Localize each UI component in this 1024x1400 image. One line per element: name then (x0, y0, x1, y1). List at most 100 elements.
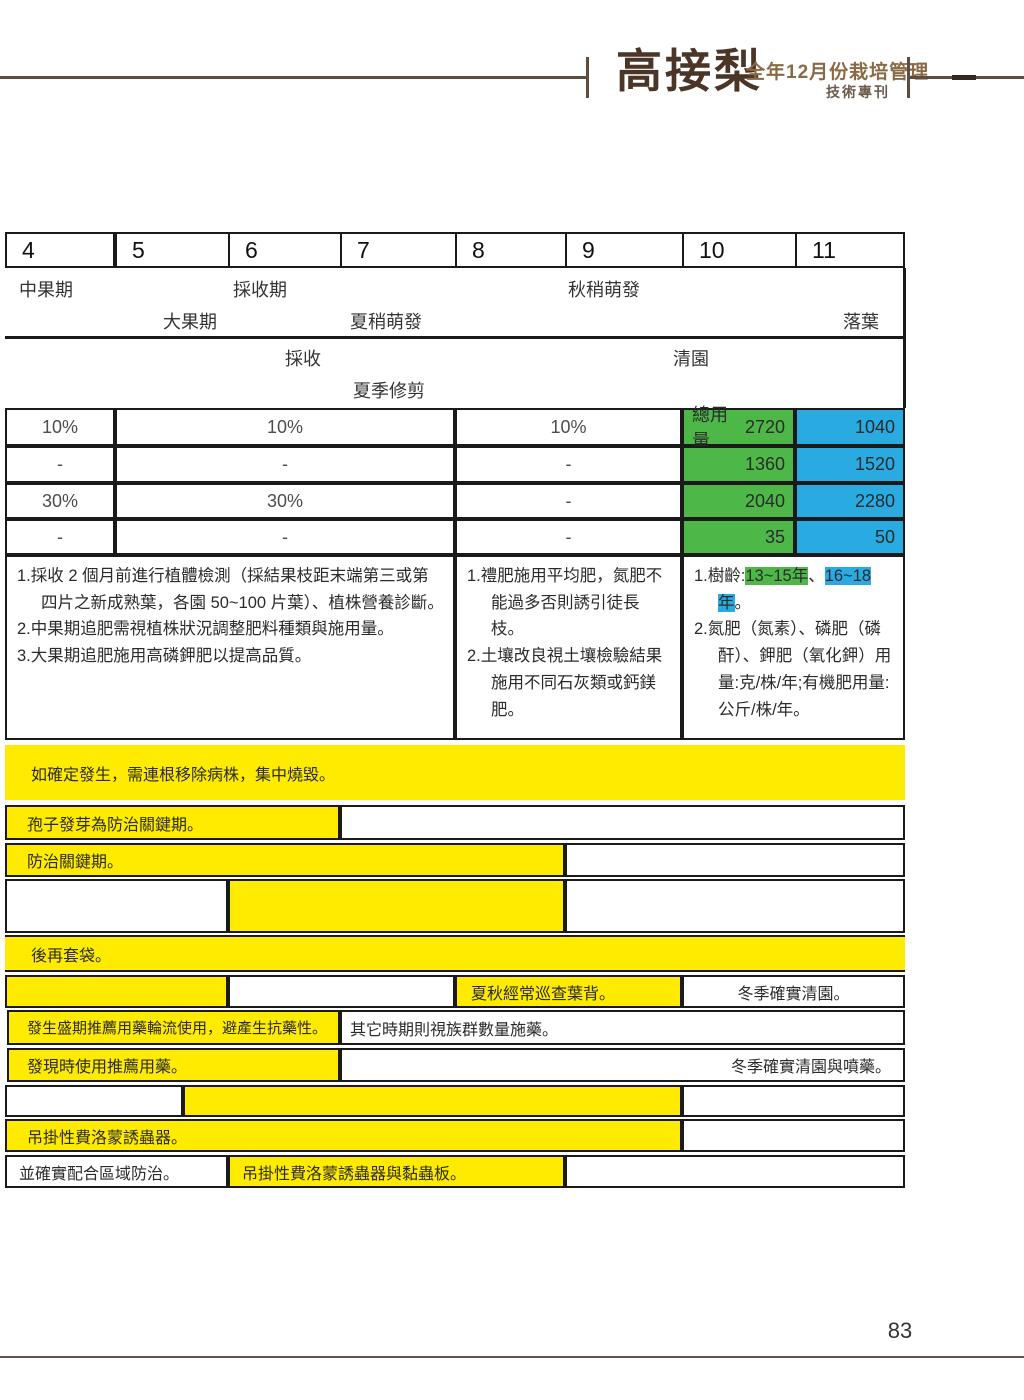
note-item: 2.中果期追肥需視植株狀況調整肥料種類與施用量。 (17, 620, 394, 639)
tree-age-prefix: 1.樹齡: (694, 567, 746, 585)
pest-blank-cell (228, 975, 455, 1008)
pest-note-text: 並確實配合區域防治。 (19, 1165, 180, 1183)
operation-clean-orchard: 清園 (673, 349, 709, 369)
month-cell-8: 8 (455, 232, 567, 268)
pest-bar-pheromone-trap: 吊掛性費洛蒙誘蟲器。 (5, 1119, 682, 1152)
month-label: 8 (472, 236, 485, 263)
note-item-tree-age: 1.樹齡:13~15年、16~18年。 (694, 563, 895, 616)
phenology-summer-shoot: 夏稍萌發 (350, 312, 422, 332)
pest-bar-unlabeled (5, 975, 228, 1008)
fert-cell: - (455, 446, 682, 483)
pest-bar-text: 發現時使用推薦用藥。 (27, 1059, 188, 1076)
pest-note-winter-clean-spray: 冬季確實清園與噴藥。 (340, 1048, 905, 1082)
pest-blank-cell (565, 879, 905, 933)
header-rule-accent (952, 75, 976, 80)
note-item: 1.採收 2 個月前進行植體檢測（採結果枝距末端第三或第四片之新成熟葉，各園 5… (17, 567, 444, 612)
pest-bar-text: 吊掛性費洛蒙誘蟲器與黏蟲板。 (242, 1165, 467, 1183)
month-cell-11: 11 (795, 232, 905, 268)
notes-legend: 1.樹齡:13~15年、16~18年。 2.氮肥（氮素）、磷肥（磷酐）、鉀肥（氧… (682, 555, 905, 740)
fert-value: 1040 (854, 416, 895, 437)
month-cell-7: 7 (340, 232, 457, 268)
fert-value: - (565, 526, 572, 547)
phenology-leaf-fall: 落葉 (843, 312, 879, 332)
fert-cell: - (115, 446, 455, 483)
pest-note-other-periods: 其它時期則視族群數量施藥。 (340, 1010, 905, 1045)
fert-cell: 30% (5, 483, 115, 519)
fert-total-cell-blue: 2280 (795, 483, 905, 519)
fert-value: - (282, 526, 288, 547)
pest-blank-cell (682, 1119, 905, 1152)
pest-note-text: 冬季確實清園。 (737, 985, 850, 1003)
fert-value: 35 (764, 526, 785, 547)
notes-fertility: 1.採收 2 個月前進行植體檢測（採結果枝距末端第三或第四片之新成熟葉，各園 5… (5, 555, 455, 740)
publication-edition: 技術專刊 (826, 84, 890, 100)
fert-total-cell-blue: 50 (795, 519, 905, 555)
fert-cell: - (115, 519, 455, 555)
month-label: 9 (582, 236, 595, 263)
phenology-autumn-shoot: 秋稍萌發 (568, 280, 640, 300)
operation-summer-pruning: 夏季修剪 (353, 381, 425, 401)
month-cell-10: 10 (682, 232, 797, 268)
fert-cell: 10% (5, 408, 115, 446)
fert-value: - (57, 526, 63, 547)
footer-rule (0, 1356, 1024, 1358)
pest-bar-text: 後再套袋。 (31, 947, 112, 965)
fert-value: 10% (266, 416, 304, 437)
month-label: 10 (699, 236, 725, 263)
tree-age-separator: 、 (808, 567, 825, 585)
note-item: 3.大果期追肥施用高磷鉀肥以提高品質。 (17, 647, 312, 666)
note-item: 2.土壤改良視土壤檢驗結果施用不同石灰類或鈣鎂肥。 (467, 647, 663, 719)
pest-blank-cell (565, 843, 905, 877)
tree-age-green-highlight: 13~15年 (745, 567, 809, 585)
pest-bar-control-critical: 防治關鍵期。 (5, 843, 565, 877)
fert-value: - (282, 454, 288, 474)
fert-value: 30% (41, 490, 79, 511)
publication-subtitle: 全年12月份栽培管理 (746, 62, 930, 83)
management-calendar: 4 5 6 7 8 9 10 11 中果期 採收期 秋稍萌發 大果期 夏稍萌發 … (5, 232, 906, 1188)
fert-cell: - (5, 446, 115, 483)
fert-value: 10% (41, 416, 79, 437)
month-label: 5 (132, 236, 145, 263)
fert-value: 2280 (854, 490, 895, 511)
fert-value: 30% (266, 490, 304, 511)
fert-cell: 10% (455, 408, 682, 446)
pest-blank-cell (682, 1085, 905, 1117)
phenology-mid-fruit: 中果期 (19, 280, 73, 300)
calendar-right-border (903, 268, 906, 408)
pest-note-text: 冬季確實清園與噴藥。 (730, 1059, 891, 1076)
fert-cell: - (455, 519, 682, 555)
note-item: 1.禮肥施用平均肥，氮肥不能過多否則誘引徒長枝。 (467, 567, 663, 639)
month-cell-9: 9 (565, 232, 684, 268)
fert-cell: 10% (115, 408, 455, 446)
pest-bar-text: 吊掛性費洛蒙誘蟲器。 (27, 1129, 188, 1147)
fert-cell: - (5, 519, 115, 555)
pest-blank-cell (565, 1155, 905, 1188)
tree-age-suffix: 。 (734, 593, 752, 612)
month-cell-4: 4 (5, 232, 115, 268)
page-number: 83 (887, 1318, 913, 1343)
pest-bar-peak-rotation: 發生盛期推薦用藥輪流使用，避產生抗藥性。 (7, 1010, 340, 1045)
pest-bar-text: 防治關鍵期。 (27, 854, 124, 871)
fert-value: - (565, 454, 572, 474)
header-rule-left (0, 76, 588, 79)
pest-note-area-control: 並確實配合區域防治。 (5, 1155, 228, 1188)
pest-bar-text: 夏秋經常巡查葉背。 (471, 985, 616, 1003)
publication-title: 高接梨 (616, 44, 763, 98)
fert-total-cell-green: 1360 (682, 446, 795, 483)
month-label: 4 (22, 236, 35, 263)
fert-value: 1520 (854, 454, 895, 474)
fert-total-cell-blue: 1040 (795, 408, 905, 446)
pest-bar-unlabeled (183, 1085, 682, 1117)
fert-cell: 30% (115, 483, 455, 519)
month-label: 7 (357, 236, 370, 263)
pest-bar-spore-germination: 孢子發芽為防治關鍵期。 (5, 805, 340, 840)
phenology-large-fruit: 大果期 (163, 312, 217, 332)
section-divider (5, 336, 905, 339)
fert-total-cell-green: 35 (682, 519, 795, 555)
pest-note-winter-clean: 冬季確實清園。 (682, 975, 905, 1008)
fert-total-cell-green: 2040 (682, 483, 795, 519)
fert-value: 1360 (744, 454, 785, 474)
pest-bar-recommended-agent: 發現時使用推薦用藥。 (7, 1048, 340, 1082)
pest-bar-inspect-leaves: 夏秋經常巡查葉背。 (455, 975, 682, 1008)
